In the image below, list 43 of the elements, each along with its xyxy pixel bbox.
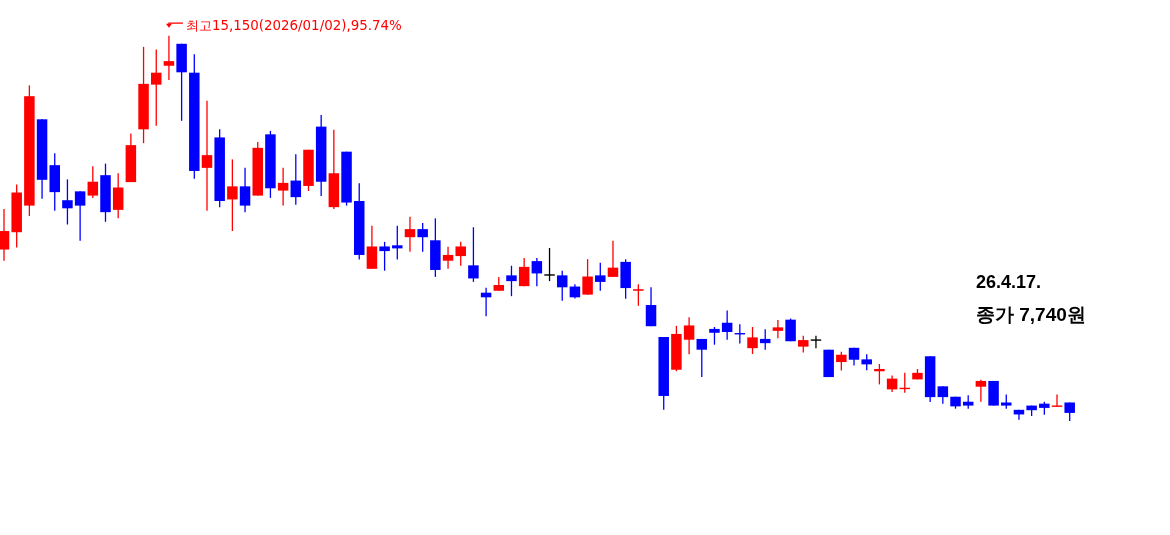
candlestick — [379, 241, 390, 272]
candlestick — [163, 35, 175, 81]
candlestick — [518, 257, 530, 287]
candlestick — [112, 172, 124, 219]
candlestick — [645, 286, 657, 327]
candlestick — [556, 270, 568, 302]
candlestick — [975, 379, 987, 403]
candlestick — [366, 225, 378, 270]
candlestick — [810, 335, 822, 349]
candlestick — [874, 363, 885, 386]
candlestick — [62, 178, 73, 226]
candlestick — [290, 153, 302, 206]
text: 최고15,150(2026/01/02),95.74% — [185, 17, 402, 33]
candlestick — [633, 283, 644, 307]
candlestick — [74, 190, 86, 242]
candlestick — [277, 167, 289, 207]
candlestick — [1051, 393, 1063, 408]
annotation: 종가 7,740원 — [976, 304, 1086, 325]
candlestick — [607, 240, 619, 278]
candlestick — [721, 309, 733, 341]
candlestick — [506, 265, 517, 297]
candlestick — [582, 258, 593, 296]
candlestick — [468, 226, 479, 283]
candlestick — [87, 165, 99, 199]
candlestick — [239, 167, 251, 213]
candlestick — [696, 338, 708, 378]
candlestick — [404, 216, 416, 253]
candlestick — [227, 158, 238, 232]
candlestick — [772, 319, 784, 339]
candlestick — [683, 316, 695, 355]
candlestick — [0, 208, 10, 262]
candlestick — [544, 247, 555, 282]
candlestick — [531, 257, 543, 287]
candlestick — [150, 48, 162, 127]
candlestick — [595, 261, 606, 292]
candlestick — [747, 326, 758, 355]
candlestick — [836, 351, 847, 372]
candlestick — [455, 241, 466, 267]
candlestick — [417, 222, 428, 253]
candlestick — [392, 225, 403, 261]
candlestick — [442, 246, 454, 270]
candlestick — [201, 100, 213, 212]
annotation: 26.4.17. — [976, 272, 1042, 292]
